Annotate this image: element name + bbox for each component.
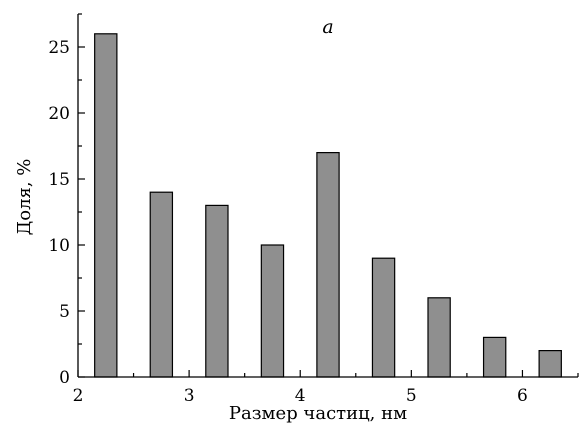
y-tick-label-20: 20 <box>48 104 70 124</box>
bar-4 <box>260 244 285 378</box>
panel-label: a <box>322 16 333 38</box>
bar-7 <box>427 297 451 378</box>
y-tick-label-15: 15 <box>48 170 70 190</box>
y-tick-label-25: 25 <box>48 38 70 58</box>
bar-6 <box>371 257 396 378</box>
y-axis-title: Доля, % <box>14 159 35 236</box>
x-tick-label-5: 5 <box>406 386 417 406</box>
x-tick-label-6: 6 <box>517 386 528 406</box>
bar-9 <box>538 350 562 378</box>
y-ticks-group: 0 5 10 15 20 25 <box>48 13 85 388</box>
x-axis-title: Размер частиц, нм <box>229 403 407 424</box>
bar-3 <box>205 204 229 378</box>
bar-1 <box>94 33 118 378</box>
x-ticks-group: 2 3 4 5 6 <box>73 370 579 406</box>
y-tick-label-10: 10 <box>48 236 70 256</box>
bar-5 <box>316 152 340 378</box>
y-tick-label-0: 0 <box>59 368 70 388</box>
x-tick-label-2: 2 <box>73 386 84 406</box>
y-tick-label-5: 5 <box>59 302 70 322</box>
bar-2 <box>149 191 174 378</box>
axes-group <box>77 14 578 378</box>
x-tick-label-3: 3 <box>184 386 195 406</box>
bars-group <box>94 33 562 378</box>
bar-8 <box>482 336 507 378</box>
x-tick-label-4: 4 <box>295 386 306 406</box>
